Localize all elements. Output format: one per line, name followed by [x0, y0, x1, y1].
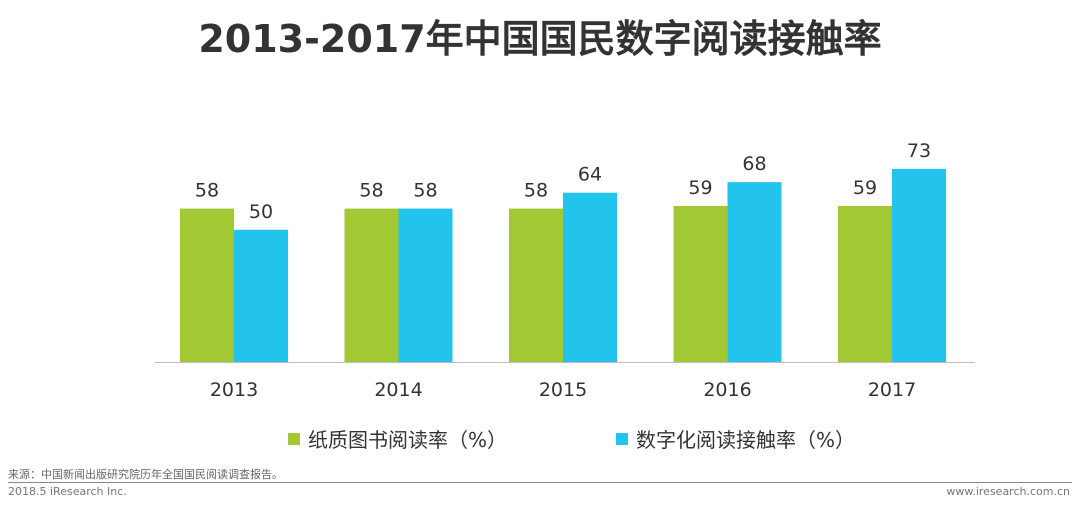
bar-digital-2014: [398, 208, 453, 362]
bar-paper-2015: [509, 208, 563, 362]
legend-label-digital: 数字化阅读接触率（%）: [636, 428, 856, 452]
bar-paper-2017: [838, 205, 892, 362]
data-label-paper-2016: 59: [688, 177, 712, 199]
footer-website: www.iresearch.com.cn: [946, 485, 1070, 498]
x-tick-label-2014: 2014: [374, 379, 422, 401]
data-label-digital-2014: 58: [413, 180, 437, 202]
footer-divider: [8, 482, 1072, 483]
chart-title: 2013-2017年中国国民数字阅读接触率: [198, 17, 882, 61]
x-tick-label-2017: 2017: [868, 379, 916, 401]
bar-paper-2013: [180, 208, 234, 362]
footer-copyright: 2018.5 iResearch Inc.: [8, 485, 127, 498]
bar-paper-2014: [344, 208, 399, 362]
data-label-digital-2013: 50: [249, 201, 273, 223]
source-note: 来源：中国新闻出版研究院历年全国国民阅读调查报告。: [8, 468, 283, 481]
data-label-digital-2015: 64: [578, 164, 602, 186]
data-label-paper-2014: 58: [359, 180, 383, 202]
bar-digital-2015: [563, 192, 617, 362]
data-label-paper-2017: 59: [853, 177, 877, 199]
bar-digital-2016: [727, 182, 782, 362]
data-label-paper-2013: 58: [195, 180, 219, 202]
legend-swatch-digital: [616, 432, 628, 445]
x-tick-label-2013: 2013: [210, 379, 258, 401]
bar-paper-2016: [673, 205, 728, 362]
legend-item-digital: 数字化阅读接触率（%）: [616, 424, 855, 453]
bar-chart: 58 50 2013 58 58 2014 58 64 2015 59 68 2016 59 73 2017: [155, 140, 975, 401]
bar-digital-2017: [892, 168, 946, 362]
x-tick-label-2015: 2015: [539, 379, 587, 401]
legend-label-paper: 纸质图书阅读率（%）: [308, 428, 508, 452]
bar-digital-2013: [234, 229, 288, 362]
data-label-digital-2016: 68: [742, 153, 766, 175]
legend-item-paper: 纸质图书阅读率（%）: [288, 424, 507, 453]
legend-swatch-paper: [288, 432, 300, 445]
chart-legend: 纸质图书阅读率（%） 数字化阅读接触率（%）: [0, 424, 1080, 454]
x-tick-label-2016: 2016: [703, 379, 751, 401]
data-label-digital-2017: 73: [907, 140, 931, 162]
data-label-paper-2015: 58: [524, 180, 548, 202]
